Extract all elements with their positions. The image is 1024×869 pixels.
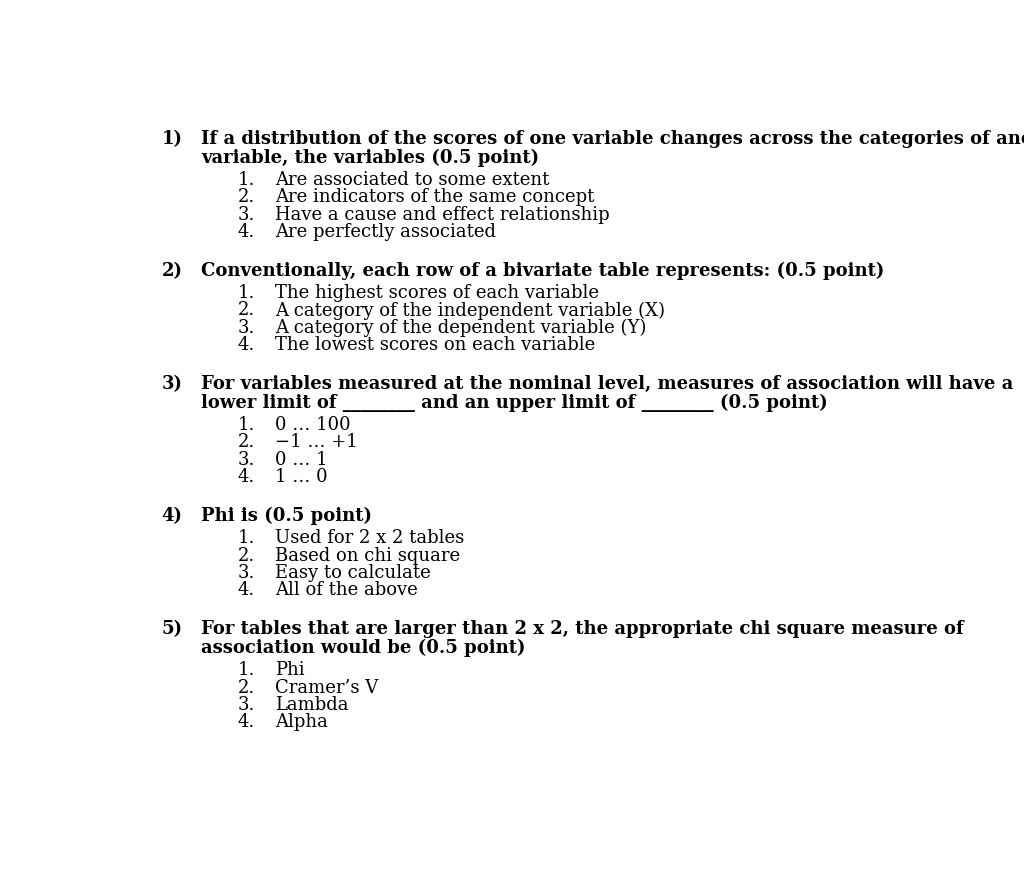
Text: Used for 2 x 2 tables: Used for 2 x 2 tables — [274, 528, 464, 547]
Text: 2.: 2. — [238, 301, 255, 319]
Text: 0 … 1: 0 … 1 — [274, 450, 328, 468]
Text: 4.: 4. — [238, 713, 255, 731]
Text: Conventionally, each row of a bivariate table represents: (0.5 point): Conventionally, each row of a bivariate … — [201, 262, 885, 280]
Text: All of the above: All of the above — [274, 580, 418, 599]
Text: 3.: 3. — [238, 205, 255, 223]
Text: A category of the independent variable (X): A category of the independent variable (… — [274, 301, 665, 319]
Text: 4): 4) — [162, 507, 182, 524]
Text: 2.: 2. — [238, 678, 255, 696]
Text: Easy to calculate: Easy to calculate — [274, 563, 430, 581]
Text: Phi: Phi — [274, 660, 304, 679]
Text: 1 … 0: 1 … 0 — [274, 468, 328, 486]
Text: Phi is (0.5 point): Phi is (0.5 point) — [201, 507, 372, 525]
Text: association would be (0.5 point): association would be (0.5 point) — [201, 638, 525, 656]
Text: The highest scores of each variable: The highest scores of each variable — [274, 283, 599, 302]
Text: Are associated to some extent: Are associated to some extent — [274, 170, 549, 189]
Text: For tables that are larger than 2 x 2, the appropriate chi square measure of: For tables that are larger than 2 x 2, t… — [201, 620, 964, 638]
Text: 3.: 3. — [238, 695, 255, 713]
Text: The lowest scores on each variable: The lowest scores on each variable — [274, 335, 595, 354]
Text: 1.: 1. — [238, 415, 255, 434]
Text: 4.: 4. — [238, 222, 255, 241]
Text: 4.: 4. — [238, 580, 255, 599]
Text: Alpha: Alpha — [274, 713, 328, 731]
Text: 1.: 1. — [238, 660, 255, 679]
Text: 0 … 100: 0 … 100 — [274, 415, 350, 434]
Text: 3.: 3. — [238, 318, 255, 336]
Text: If a distribution of the scores of one variable changes across the categories of: If a distribution of the scores of one v… — [201, 129, 1024, 148]
Text: 2.: 2. — [238, 546, 255, 564]
Text: 4.: 4. — [238, 468, 255, 486]
Text: −1 … +1: −1 … +1 — [274, 433, 357, 451]
Text: 1.: 1. — [238, 170, 255, 189]
Text: 2.: 2. — [238, 188, 255, 206]
Text: variable, the variables (0.5 point): variable, the variables (0.5 point) — [201, 149, 540, 167]
Text: 2): 2) — [162, 262, 182, 280]
Text: Have a cause and effect relationship: Have a cause and effect relationship — [274, 205, 609, 223]
Text: 1.: 1. — [238, 283, 255, 302]
Text: 3): 3) — [162, 375, 182, 393]
Text: lower limit of ________ and an upper limit of ________ (0.5 point): lower limit of ________ and an upper lim… — [201, 394, 827, 412]
Text: 3.: 3. — [238, 563, 255, 581]
Text: Lambda: Lambda — [274, 695, 348, 713]
Text: Are perfectly associated: Are perfectly associated — [274, 222, 496, 241]
Text: A category of the dependent variable (Y): A category of the dependent variable (Y) — [274, 318, 646, 336]
Text: 1.: 1. — [238, 528, 255, 547]
Text: 2.: 2. — [238, 433, 255, 451]
Text: Based on chi square: Based on chi square — [274, 546, 460, 564]
Text: 3.: 3. — [238, 450, 255, 468]
Text: Cramer’s V: Cramer’s V — [274, 678, 378, 696]
Text: Are indicators of the same concept: Are indicators of the same concept — [274, 188, 594, 206]
Text: 5): 5) — [162, 620, 182, 638]
Text: 1): 1) — [162, 129, 182, 148]
Text: For variables measured at the nominal level, measures of association will have a: For variables measured at the nominal le… — [201, 375, 1014, 393]
Text: 4.: 4. — [238, 335, 255, 354]
